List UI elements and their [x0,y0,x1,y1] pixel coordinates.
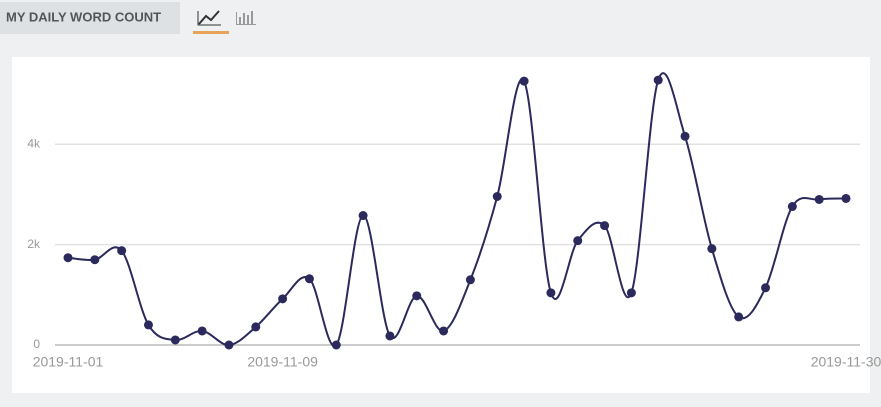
data-point [492,191,502,201]
data-point [787,202,797,212]
y-tick-label: 2k [27,237,41,251]
data-point [331,340,341,350]
series-line [67,72,847,347]
data-point [224,340,234,350]
data-point [278,294,288,304]
data-point [734,312,744,322]
data-point [117,246,127,256]
data-point [63,253,73,263]
data-point [573,236,583,246]
data-point [680,131,690,141]
data-point [653,75,663,85]
x-tick-label: 2019-11-09 [247,354,318,370]
data-point [90,255,100,265]
chart-panel [12,57,870,393]
data-point [626,288,636,298]
data-point [465,275,475,285]
data-point [761,283,771,293]
data-point [143,320,153,330]
data-point [546,288,556,298]
data-point [385,331,395,341]
data-point [600,221,610,231]
data-point [197,326,207,336]
data-point [814,194,824,204]
data-point [358,211,368,221]
x-tick-label: 2019-11-30 [811,354,881,370]
line-chart-icon[interactable] [193,10,229,34]
title-tab [0,2,180,34]
data-point [304,274,314,284]
data-point [412,291,422,301]
data-point [707,244,717,254]
data-point [439,326,449,336]
x-tick-label: 2019-11-01 [33,354,104,370]
y-tick-label: 4k [27,136,41,150]
data-point [170,335,180,345]
bar-chart-icon[interactable] [236,11,256,25]
data-point [519,76,529,86]
data-point [841,193,851,203]
chart-title: MY DAILY WORD COUNT [6,9,161,24]
data-point [251,322,261,332]
y-tick-label: 0 [33,337,40,351]
